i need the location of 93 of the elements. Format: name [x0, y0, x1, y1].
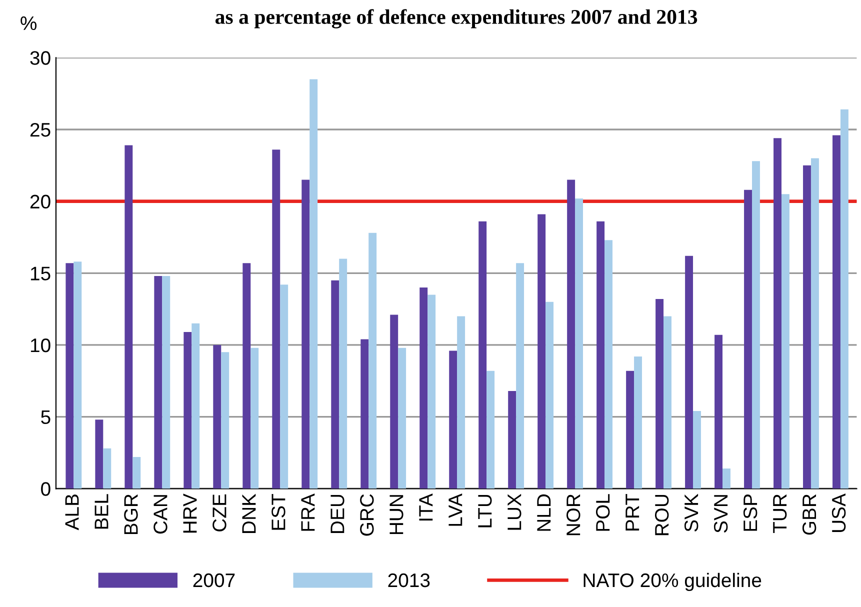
bar [280, 284, 288, 489]
bar [840, 109, 848, 489]
bar [516, 263, 524, 489]
bar [428, 294, 436, 489]
y-axis-title: % [20, 16, 37, 30]
bar [774, 138, 782, 489]
legend-label: NATO 20% guideline [584, 572, 762, 592]
bar [596, 221, 605, 489]
bar [192, 323, 200, 489]
bar [368, 232, 377, 489]
bar [693, 411, 701, 489]
x-tick-label: DNK [242, 494, 256, 533]
y-tick-label: 15 [30, 266, 50, 280]
bar [508, 390, 516, 489]
bar [832, 135, 840, 489]
bar [604, 240, 612, 489]
bar [272, 150, 280, 489]
bar [242, 263, 251, 489]
bar [781, 194, 790, 489]
legend-label: 2007 [193, 573, 235, 588]
y-tick-label: 10 [30, 338, 50, 352]
x-tick-label: SVN [714, 495, 728, 533]
bar [132, 457, 141, 489]
bar [66, 263, 74, 489]
bar [634, 356, 642, 489]
bar [74, 262, 82, 489]
bar [538, 214, 546, 489]
bar [420, 288, 428, 489]
bar [567, 180, 576, 489]
legend-label: 2013 [388, 573, 430, 588]
chart-title: as a percentage of defence expenditures 2007 and 2013 [215, 9, 698, 28]
x-tick-label: LUX [508, 494, 522, 530]
bar [154, 276, 162, 489]
x-tick-label: TUR [773, 494, 787, 534]
x-tick-label: HUN [390, 495, 404, 534]
bar [810, 158, 819, 489]
y-tick-label: 5 [41, 410, 50, 424]
x-tick-label: HRV [183, 494, 197, 533]
bar [685, 256, 694, 489]
x-tick-label: DEU [330, 495, 344, 533]
bar [803, 165, 811, 489]
x-tick-label: PRT [626, 494, 640, 530]
x-tick-label: EST [272, 494, 286, 530]
bar [310, 79, 318, 489]
bar [744, 190, 752, 489]
x-tick-label: NLD [537, 494, 551, 531]
y-tick-label: 0 [41, 482, 50, 496]
bar [714, 334, 723, 489]
bar [664, 316, 672, 489]
bar [124, 145, 133, 489]
bar [331, 280, 340, 489]
bar [213, 344, 222, 489]
x-tick-label: CZE [212, 494, 226, 532]
x-tick-label: BGR [124, 494, 138, 534]
bar [656, 299, 664, 489]
x-tick-label: BEL [94, 494, 108, 529]
bar [302, 180, 310, 489]
x-tick-label: LTU [478, 494, 492, 528]
x-tick-label: NOR [566, 494, 580, 536]
x-tick-label: LVA [448, 494, 462, 526]
bar [162, 276, 170, 489]
bar [184, 332, 192, 489]
bar [221, 352, 230, 489]
bar [457, 316, 466, 489]
bar [398, 348, 406, 489]
bar [103, 448, 112, 489]
x-tick-label: POL [596, 494, 610, 531]
bar [360, 339, 369, 489]
x-tick-label: GBR [802, 494, 816, 535]
bar [486, 370, 495, 489]
x-tick-label: ROU [654, 494, 669, 536]
x-tick-label: FRA [301, 494, 315, 531]
bar [575, 198, 583, 489]
x-tick-label: SVK [684, 494, 698, 532]
x-tick-label: ITA [419, 494, 433, 521]
y-tick-label: 25 [30, 122, 50, 137]
bar [478, 221, 487, 489]
bar [752, 161, 760, 489]
bar [626, 370, 634, 489]
x-tick-label: ALB [65, 494, 79, 530]
y-tick-label: 30 [30, 51, 50, 65]
y-tick-label: 20 [30, 194, 50, 209]
bar [95, 420, 104, 489]
bar [339, 258, 348, 489]
bar [722, 468, 730, 489]
x-tick-label: CAN [154, 495, 168, 534]
x-tick-label: USA [832, 494, 846, 532]
bar [546, 302, 554, 489]
x-tick-label: ESP [743, 494, 758, 531]
x-tick-label: GRC [360, 494, 374, 536]
bar [390, 314, 398, 489]
bar [449, 350, 458, 489]
bar [250, 348, 259, 489]
